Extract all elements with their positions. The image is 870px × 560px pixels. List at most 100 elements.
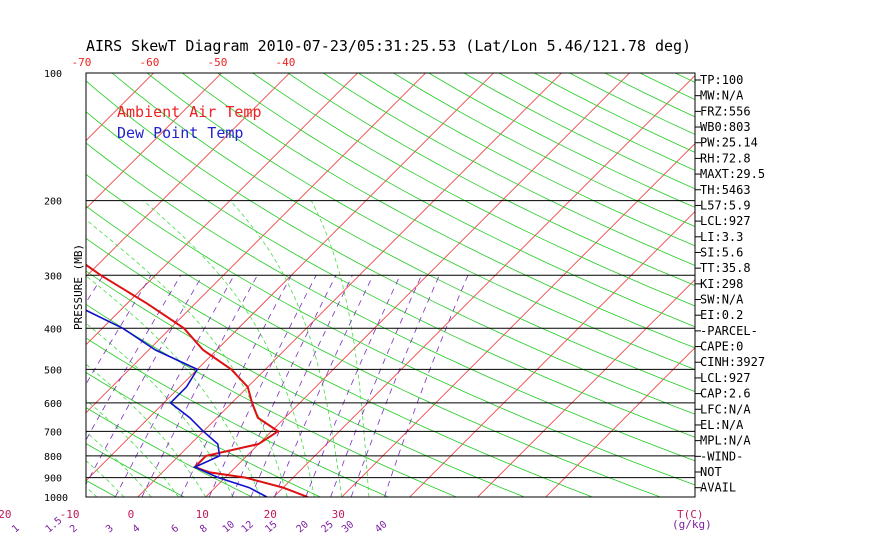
pressure-tick-label: 900 xyxy=(44,474,62,485)
index-entry: MW:N/A xyxy=(700,89,744,103)
index-key: LFC xyxy=(700,402,722,416)
top-temp-tick-label: -60 xyxy=(140,56,160,69)
mixing-ratio-line xyxy=(305,275,401,497)
chart-title: AIRS SkewT Diagram 2010-07-23/05:31:25.5… xyxy=(86,37,691,55)
mixing-ratio-line xyxy=(231,275,337,497)
index-value: 5463 xyxy=(722,183,751,197)
dry-adiabat-line xyxy=(86,142,695,462)
index-key: SW xyxy=(700,293,715,307)
index-sep: : xyxy=(714,418,721,432)
stability-indices-panel: TP:100MW:N/AFRZ:556WB0:803PW:25.14RH:72.… xyxy=(695,73,765,495)
index-entry: EI:0.2 xyxy=(700,308,743,322)
mixing-ratio-lines xyxy=(0,275,469,497)
pressure-tick-label: 400 xyxy=(44,324,62,335)
mixing-ratio-tick-label: 30 xyxy=(340,519,356,535)
index-entry: MPL:N/A xyxy=(700,434,751,448)
index-entry: CAPE:0 xyxy=(700,340,743,354)
index-value: 100 xyxy=(722,73,744,87)
mixing-ratio-tick-label: 10 xyxy=(221,519,237,535)
dry-adiabat-line xyxy=(393,73,695,227)
index-value: 803 xyxy=(729,120,751,134)
index-key: RH xyxy=(700,151,714,165)
mixing-ratio-line xyxy=(208,275,317,497)
index-value: NOT xyxy=(700,465,722,479)
mixing-ratio-tick-label: 2 xyxy=(68,523,80,535)
index-sep: : xyxy=(729,355,736,369)
profile-series xyxy=(86,263,309,497)
index-sep: : xyxy=(722,214,729,228)
index-sep: : xyxy=(714,293,721,307)
index-value: -PARCEL- xyxy=(700,324,758,338)
pressure-tick-label: 300 xyxy=(44,271,62,282)
index-key: FRZ xyxy=(700,104,722,118)
index-entry: MAXT:29.5 xyxy=(700,167,765,181)
mixing-ratio-tick-label: 25 xyxy=(319,519,335,535)
index-key: CAPE xyxy=(700,340,729,354)
isotherm-line xyxy=(409,211,695,497)
index-value: 0 xyxy=(736,340,743,354)
index-entry: L57:5.9 xyxy=(700,198,751,212)
dry-adiabat-line xyxy=(252,73,695,307)
plot-frame xyxy=(85,72,696,498)
dry-adiabat-line xyxy=(86,205,661,497)
moist-adiabat-line xyxy=(86,460,125,497)
dry-adiabat-line xyxy=(86,371,321,497)
top-temp-tick-label: -40 xyxy=(276,56,296,69)
index-value: N/A xyxy=(722,89,744,103)
dry-adiabat-line xyxy=(86,270,525,497)
pressure-tick-label: 700 xyxy=(44,427,62,438)
index-value: 3.3 xyxy=(722,230,744,244)
index-sep: : xyxy=(714,245,721,259)
index-entry: WB0:803 xyxy=(700,120,751,134)
plot-border xyxy=(85,72,696,498)
pressure-tick-label: 800 xyxy=(44,452,62,463)
dry-adiabat-line xyxy=(86,80,695,415)
index-value: N/A xyxy=(729,434,751,448)
bottom-temp-tick-label: -10 xyxy=(60,508,80,521)
isotherm-line xyxy=(86,73,494,482)
dry-adiabat-line xyxy=(463,73,695,190)
isotherm-line xyxy=(477,279,695,497)
index-key: EL xyxy=(700,418,714,432)
index-value: 927 xyxy=(729,371,751,385)
legend-dew-point-temp: Dew Point Temp xyxy=(117,124,243,142)
index-key: TH xyxy=(700,183,714,197)
index-key: CINH xyxy=(700,355,729,369)
isotherm-line xyxy=(205,73,630,497)
pressure-tick-label: 600 xyxy=(44,399,62,410)
index-key: CAP xyxy=(700,387,722,401)
index-key: MPL xyxy=(700,434,722,448)
pressure-tick-label: 200 xyxy=(44,197,62,208)
bottom-temp-tick-label: 10 xyxy=(196,508,209,521)
mixing-ratio-line xyxy=(350,275,440,497)
dry-adiabat-line xyxy=(146,73,695,371)
mixing-ratio-line xyxy=(0,275,3,497)
index-entry: TP:100 xyxy=(700,73,743,87)
index-entry: KI:298 xyxy=(700,277,743,291)
isotherm-line xyxy=(137,73,562,497)
index-key: PW xyxy=(700,136,715,150)
mixing-ratio-line xyxy=(250,275,353,497)
index-value: N/A xyxy=(729,402,751,416)
index-value: 29.5 xyxy=(736,167,765,181)
index-sep: : xyxy=(714,230,721,244)
mixing-ratio-line xyxy=(86,275,203,486)
index-value: 72.8 xyxy=(722,151,751,165)
dry-adiabat-line xyxy=(428,73,695,208)
index-value: 5.9 xyxy=(729,198,751,212)
index-entry: RH:72.8 xyxy=(700,151,751,165)
isotherm-line xyxy=(86,73,426,414)
top-temp-tick-label: -50 xyxy=(208,56,228,69)
mixing-ratio-line xyxy=(86,275,182,441)
mixing-ratio-line xyxy=(274,275,374,497)
index-entry: CINH:3927 xyxy=(700,355,765,369)
dry-adiabat-line xyxy=(86,237,593,497)
index-value: N/A xyxy=(722,418,744,432)
moist-adiabat-line xyxy=(143,200,315,497)
index-entry: PW:25.14 xyxy=(700,136,758,150)
index-sep: : xyxy=(722,371,729,385)
bottom-temp-unit: T(C) xyxy=(677,508,704,521)
index-value: 5.6 xyxy=(722,245,744,259)
mixing-ratio-tick-label: 15 xyxy=(263,519,279,535)
